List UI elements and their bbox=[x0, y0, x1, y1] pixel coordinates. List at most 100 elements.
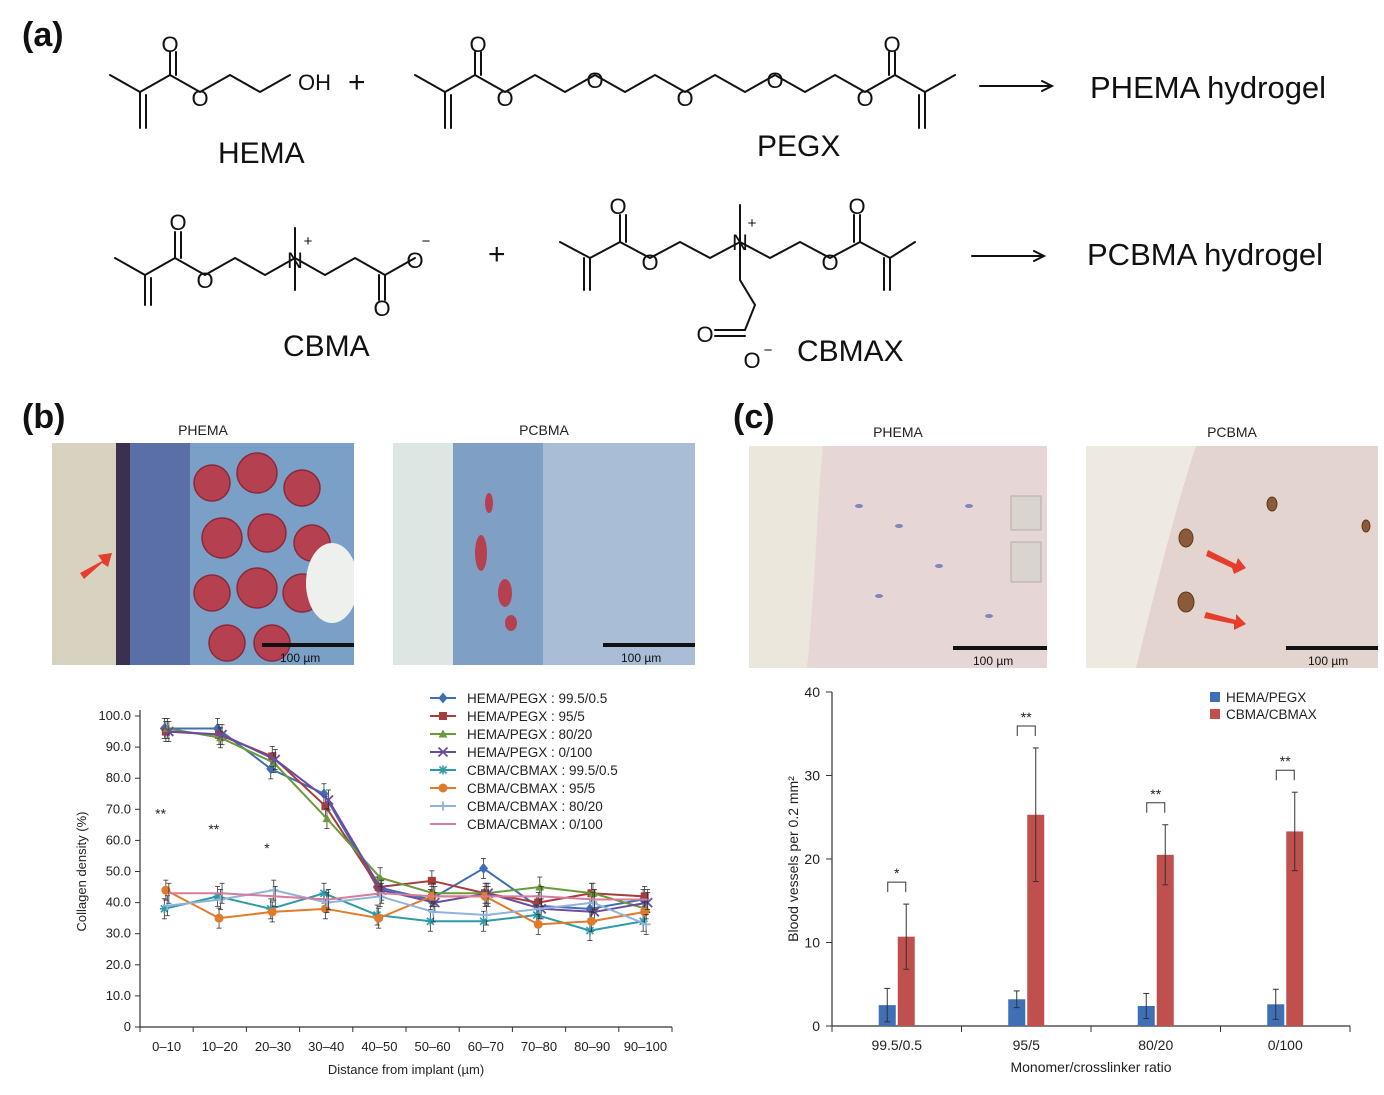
data-point bbox=[319, 888, 329, 898]
legend-label: CBMA/CBMAX : 99.5/0.5 bbox=[467, 763, 618, 778]
y-tick-label: 0 bbox=[812, 1018, 820, 1034]
scale-bar-label: 100 µm bbox=[621, 651, 662, 665]
data-point bbox=[266, 763, 276, 775]
y-tick-label: 40 bbox=[804, 684, 820, 700]
y-tick-label: 0 bbox=[124, 1019, 131, 1034]
oh-label: OH bbox=[298, 70, 331, 95]
series-line bbox=[165, 889, 645, 926]
bar bbox=[1156, 854, 1174, 1026]
svg-text:O: O bbox=[609, 194, 626, 219]
bar bbox=[1286, 831, 1304, 1026]
significance-mark: ** bbox=[1280, 753, 1291, 769]
data-point bbox=[374, 913, 384, 923]
significance-mark: ** bbox=[208, 821, 219, 837]
significance-mark: ** bbox=[1021, 709, 1032, 725]
legend-swatch bbox=[1210, 709, 1220, 719]
svg-text:O: O bbox=[856, 86, 873, 111]
series-line bbox=[168, 892, 648, 901]
svg-text:O: O bbox=[169, 210, 186, 235]
y-tick-label: 10.0 bbox=[106, 988, 131, 1003]
cbmax-label: CBMAX bbox=[797, 335, 904, 368]
y-tick-label: 80.0 bbox=[106, 770, 131, 785]
significance-mark: * bbox=[894, 865, 900, 881]
series-line bbox=[167, 727, 647, 910]
legend-marker bbox=[439, 712, 447, 720]
panel-a-label: (a) bbox=[22, 16, 64, 54]
data-point bbox=[533, 919, 543, 929]
svg-text:O: O bbox=[821, 250, 838, 275]
svg-text:O: O bbox=[373, 296, 390, 321]
y-tick-label: 20 bbox=[804, 851, 820, 867]
y-tick-label: 100.0 bbox=[98, 708, 131, 723]
legend-label: HEMA/PEGX : 0/100 bbox=[467, 745, 592, 760]
data-point bbox=[427, 876, 436, 885]
significance-bracket bbox=[1016, 725, 1036, 736]
x-tick-label: 0/100 bbox=[1268, 1037, 1303, 1053]
svg-text:O: O bbox=[696, 322, 713, 347]
pcbma-trichrome-micrograph: 100 µm bbox=[393, 443, 695, 665]
legend-swatch bbox=[1210, 692, 1220, 702]
significance-bracket bbox=[1275, 769, 1295, 781]
y-tick-label: 50.0 bbox=[106, 864, 131, 879]
legend-label: HEMA/PEGX : 99.5/0.5 bbox=[467, 691, 607, 706]
panel-b-image-title-pcbma: PCBMA bbox=[519, 422, 569, 438]
legend-marker bbox=[438, 801, 448, 811]
legend-label: HEMA/PEGX : 80/20 bbox=[467, 727, 592, 742]
svg-text:O: O bbox=[743, 348, 760, 373]
scale-bar-label: 100 µm bbox=[973, 654, 1014, 668]
pcbma-hydrogel-label: PCBMA hydrogel bbox=[1087, 237, 1324, 272]
series-line bbox=[168, 730, 648, 913]
x-tick-label: 90–100 bbox=[624, 1039, 667, 1054]
y-axis-title: Blood vessels per 0.2 mm² bbox=[785, 776, 801, 942]
y-tick-label: 40.0 bbox=[106, 895, 131, 910]
panel-b-image-title-phema: PHEMA bbox=[178, 422, 228, 438]
legend-label: CBMA/CBMAX : 95/5 bbox=[467, 781, 595, 796]
data-point bbox=[269, 885, 279, 895]
reaction-scheme: O O O O O O O O O O O N O O O O N O O O … bbox=[109, 32, 1055, 373]
y-tick-label: 20.0 bbox=[106, 957, 131, 972]
cbmax-structure bbox=[559, 204, 916, 337]
legend-marker bbox=[438, 765, 448, 775]
data-point bbox=[270, 754, 281, 765]
x-axis-title: Monomer/crosslinker ratio bbox=[1010, 1059, 1171, 1075]
svg-text:O: O bbox=[883, 32, 900, 57]
phema-hydrogel-label: PHEMA hydrogel bbox=[1090, 70, 1327, 105]
scale-bar-label: 100 µm bbox=[280, 651, 321, 665]
data-point bbox=[214, 913, 224, 923]
svg-text:−: − bbox=[422, 233, 431, 250]
plus-sign-row2: + bbox=[488, 238, 506, 271]
data-point bbox=[641, 919, 651, 929]
data-point bbox=[163, 726, 174, 737]
svg-text:N: N bbox=[287, 248, 303, 273]
svg-text:+: + bbox=[748, 215, 757, 232]
data-point bbox=[428, 907, 438, 917]
plus-sign-row1: + bbox=[348, 66, 366, 99]
x-tick-label: 20–30 bbox=[255, 1039, 291, 1054]
data-point bbox=[479, 862, 489, 874]
data-point bbox=[322, 814, 332, 823]
legend-label: HEMA/PEGX : 95/5 bbox=[467, 709, 585, 724]
legend-label: CBMA/CBMAX bbox=[1226, 707, 1317, 722]
data-point bbox=[640, 892, 649, 901]
y-tick-label: 30.0 bbox=[106, 926, 131, 941]
x-tick-label: 80–90 bbox=[574, 1039, 610, 1054]
data-point bbox=[586, 916, 596, 926]
legend-label: HEMA/PEGX bbox=[1226, 690, 1306, 705]
y-tick-label: 10 bbox=[804, 935, 820, 951]
phema-vessel-stain-micrograph: 100 µm bbox=[749, 446, 1047, 668]
pegx-label: PEGX bbox=[757, 130, 841, 163]
significance-mark: * bbox=[264, 840, 270, 856]
svg-text:+: + bbox=[304, 233, 313, 250]
data-point bbox=[216, 894, 226, 904]
x-tick-label: 60–70 bbox=[468, 1039, 504, 1054]
data-point bbox=[375, 873, 385, 882]
x-tick-label: 50–60 bbox=[415, 1039, 451, 1054]
panel-c-image-title-pcbma: PCBMA bbox=[1207, 424, 1257, 440]
svg-text:O: O bbox=[848, 194, 865, 219]
data-point bbox=[213, 722, 223, 734]
svg-text:O: O bbox=[191, 86, 208, 111]
x-tick-label: 10–20 bbox=[202, 1039, 238, 1054]
panel-c-label: (c) bbox=[733, 398, 775, 436]
svg-text:O: O bbox=[766, 68, 783, 93]
data-point bbox=[532, 910, 542, 920]
